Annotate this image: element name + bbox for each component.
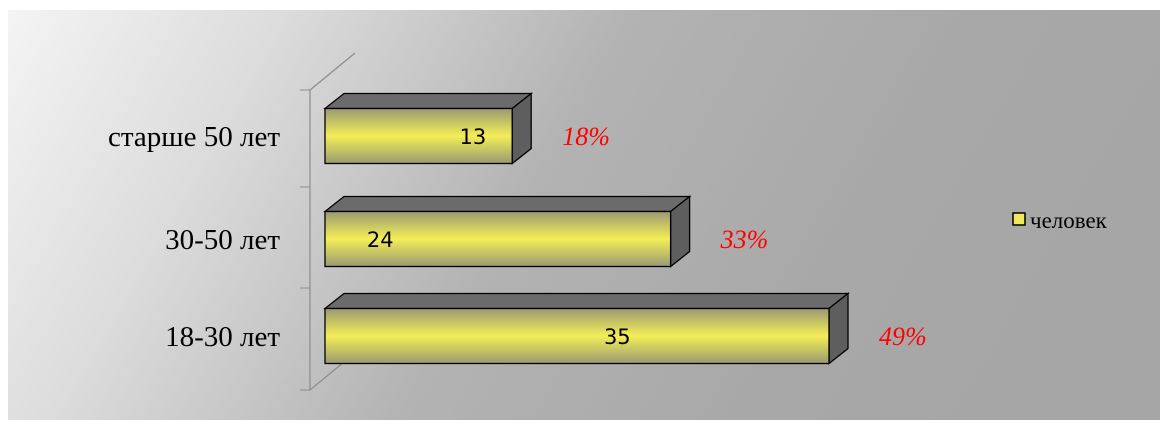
bar	[324, 107, 513, 165]
bar-top-face	[323, 195, 692, 213]
bar-top-face	[323, 92, 534, 110]
category-label: 30-50 лет	[165, 224, 280, 256]
data-label: 24	[367, 228, 394, 252]
axis-group	[300, 52, 356, 391]
data-label: 35	[604, 325, 631, 349]
percent-label: 18%	[562, 122, 610, 151]
bar-chart: 35 49% 18-30 лет 24 33% 30-50 лет 13 18% старше …	[108, 52, 1108, 391]
legend: человек	[1012, 208, 1108, 233]
percent-label: 49%	[879, 322, 927, 351]
bars-group: 35 49% 18-30 лет 24 33% 30-50 лет 13 18% старше …	[108, 92, 927, 365]
data-label: 13	[460, 125, 487, 149]
chart-area: 35 49% 18-30 лет 24 33% 30-50 лет 13 18% старше …	[8, 10, 1160, 420]
category-label: 18-30 лет	[165, 321, 280, 353]
bar	[324, 307, 830, 365]
bar-top-face	[323, 292, 850, 310]
category-label: старше 50 лет	[108, 121, 280, 153]
bar	[324, 210, 672, 268]
percent-label: 33%	[720, 225, 769, 254]
legend-label: человек	[1030, 208, 1108, 233]
legend-swatch	[1012, 212, 1026, 226]
category-axis-back	[309, 52, 356, 91]
